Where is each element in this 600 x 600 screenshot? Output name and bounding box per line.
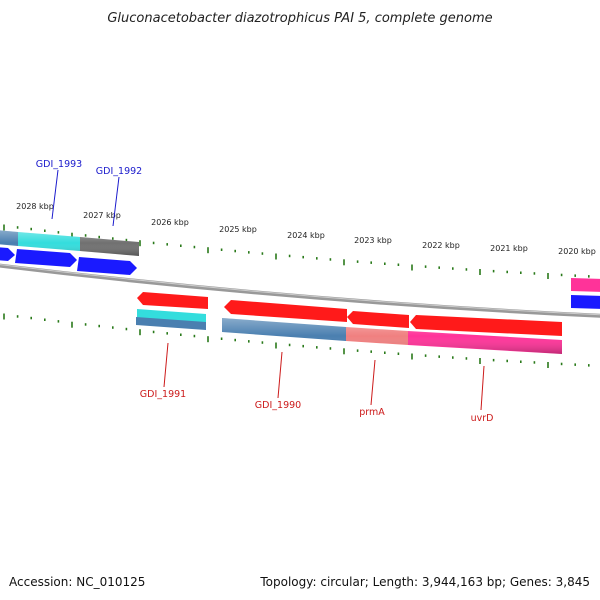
gene-labels: GDI_1993 GDI_1992 GDI_1991 GDI_1990 prmA…	[36, 159, 494, 424]
leader-gdi-1990	[277, 351, 283, 399]
scale-labels: 2028 kbp 2027 kbp 2026 kbp 2025 kbp 2024…	[16, 202, 596, 256]
leader-gdi-1991	[163, 342, 169, 388]
feature-shading	[0, 230, 139, 256]
lower-feature-track	[136, 292, 562, 354]
upper-tick-track	[3, 224, 590, 279]
leader-uvrd	[480, 365, 485, 411]
gene-label-gdi-1992[interactable]: GDI_1992	[96, 166, 142, 177]
scale-label-2020: 2020 kbp	[558, 247, 596, 256]
feature-cyan-gdi-1991[interactable]	[137, 309, 206, 323]
leader-gdi-1992	[112, 176, 120, 227]
feature-blue-2[interactable]	[15, 249, 77, 267]
leader-prma	[370, 359, 376, 406]
feature-blue-1[interactable]	[0, 247, 15, 261]
feature-pink-right[interactable]	[571, 278, 600, 292]
scale-label-2025: 2025 kbp	[219, 225, 257, 234]
genome-summary-text: Topology: circular; Length: 3,944,163 bp…	[259, 575, 590, 589]
gene-label-gdi-1990[interactable]: GDI_1990	[255, 400, 301, 411]
map-title: Gluconacetobacter diazotrophicus PAI 5, …	[107, 11, 492, 26]
gene-label-prma[interactable]: prmA	[359, 407, 385, 418]
feature-blue-3[interactable]	[77, 257, 137, 275]
scale-label-2022: 2022 kbp	[422, 241, 460, 250]
gene-label-gdi-1993[interactable]: GDI_1993	[36, 159, 82, 170]
genome-backbone	[0, 263, 600, 318]
genome-backbone-highlight	[0, 264, 600, 316]
lower-tick-track	[3, 313, 590, 368]
gene-label-uvrd[interactable]: uvrD	[471, 413, 494, 424]
feature-red-gdi-1990[interactable]	[224, 300, 347, 322]
scale-label-2023: 2023 kbp	[354, 236, 392, 245]
scale-label-2021: 2021 kbp	[490, 244, 528, 253]
gene-label-gdi-1991[interactable]: GDI_1991	[140, 389, 186, 400]
scale-label-2028: 2028 kbp	[16, 202, 54, 211]
scale-label-2027: 2027 kbp	[83, 211, 121, 220]
feature-shading-lower	[222, 318, 562, 354]
label-leaders	[51, 169, 485, 411]
accession-text: Accession: NC_010125	[9, 575, 145, 589]
upper-feature-track	[0, 230, 600, 309]
feature-red-prma[interactable]	[347, 311, 409, 328]
feature-red-uvrd[interactable]	[410, 315, 562, 336]
feature-steelblue-gdi-1991[interactable]	[136, 317, 206, 330]
feature-red-1[interactable]	[137, 292, 208, 309]
leader-gdi-1993	[51, 169, 59, 220]
scale-label-2024: 2024 kbp	[287, 231, 325, 240]
feature-blue-right[interactable]	[571, 295, 600, 309]
scale-label-2026: 2026 kbp	[151, 218, 189, 227]
